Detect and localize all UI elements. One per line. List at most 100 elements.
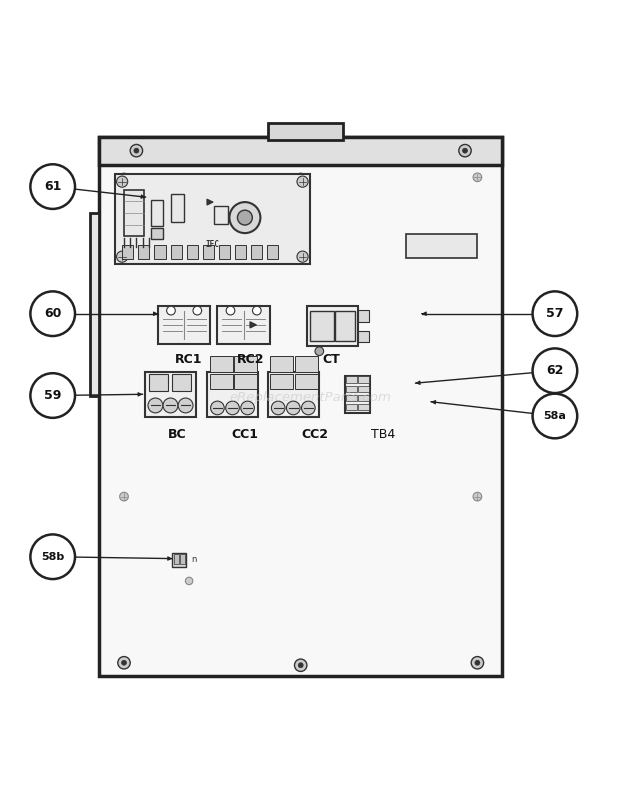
Text: 60: 60 bbox=[44, 308, 61, 320]
Circle shape bbox=[30, 534, 75, 579]
FancyBboxPatch shape bbox=[172, 374, 191, 391]
Text: CT: CT bbox=[323, 353, 340, 366]
FancyBboxPatch shape bbox=[219, 245, 230, 260]
Circle shape bbox=[475, 660, 480, 666]
FancyBboxPatch shape bbox=[268, 123, 343, 140]
Circle shape bbox=[533, 348, 577, 393]
Circle shape bbox=[241, 401, 254, 415]
Circle shape bbox=[30, 292, 75, 336]
FancyBboxPatch shape bbox=[346, 385, 356, 392]
FancyBboxPatch shape bbox=[358, 385, 369, 392]
Text: 62: 62 bbox=[546, 364, 564, 377]
Circle shape bbox=[533, 393, 577, 438]
FancyBboxPatch shape bbox=[346, 376, 356, 383]
FancyBboxPatch shape bbox=[210, 356, 232, 372]
Circle shape bbox=[463, 148, 467, 153]
FancyBboxPatch shape bbox=[99, 137, 502, 676]
Circle shape bbox=[148, 398, 163, 413]
FancyBboxPatch shape bbox=[151, 199, 163, 226]
Circle shape bbox=[30, 373, 75, 418]
Circle shape bbox=[120, 173, 128, 182]
Text: 57: 57 bbox=[546, 308, 564, 320]
Circle shape bbox=[272, 401, 285, 415]
Circle shape bbox=[185, 578, 193, 585]
FancyBboxPatch shape bbox=[214, 207, 228, 223]
FancyBboxPatch shape bbox=[335, 311, 355, 341]
FancyBboxPatch shape bbox=[210, 374, 232, 389]
FancyBboxPatch shape bbox=[124, 190, 144, 236]
FancyBboxPatch shape bbox=[90, 212, 99, 396]
FancyBboxPatch shape bbox=[406, 235, 477, 258]
FancyBboxPatch shape bbox=[149, 374, 167, 391]
Circle shape bbox=[117, 176, 128, 187]
Circle shape bbox=[473, 493, 482, 501]
FancyBboxPatch shape bbox=[310, 311, 334, 341]
Circle shape bbox=[471, 657, 484, 669]
FancyBboxPatch shape bbox=[295, 374, 318, 389]
Text: n: n bbox=[191, 555, 197, 564]
FancyBboxPatch shape bbox=[346, 405, 356, 410]
FancyBboxPatch shape bbox=[203, 245, 214, 260]
Circle shape bbox=[193, 306, 202, 315]
FancyBboxPatch shape bbox=[174, 554, 179, 564]
Circle shape bbox=[211, 401, 224, 415]
FancyBboxPatch shape bbox=[157, 306, 211, 344]
FancyBboxPatch shape bbox=[138, 245, 149, 260]
Circle shape bbox=[229, 202, 260, 233]
Circle shape bbox=[237, 210, 252, 225]
Circle shape bbox=[163, 398, 178, 413]
FancyBboxPatch shape bbox=[235, 245, 246, 260]
Circle shape bbox=[296, 173, 305, 182]
FancyBboxPatch shape bbox=[207, 372, 258, 417]
Circle shape bbox=[226, 401, 239, 415]
FancyBboxPatch shape bbox=[358, 405, 369, 410]
Circle shape bbox=[459, 144, 471, 157]
Text: TB4: TB4 bbox=[371, 429, 396, 441]
Circle shape bbox=[118, 657, 130, 669]
FancyBboxPatch shape bbox=[358, 395, 369, 401]
FancyBboxPatch shape bbox=[358, 376, 369, 383]
Circle shape bbox=[298, 662, 303, 668]
Text: CC2: CC2 bbox=[301, 429, 329, 441]
Circle shape bbox=[178, 398, 193, 413]
FancyBboxPatch shape bbox=[99, 137, 502, 165]
FancyBboxPatch shape bbox=[170, 245, 182, 260]
Circle shape bbox=[130, 144, 143, 157]
FancyBboxPatch shape bbox=[172, 553, 186, 566]
Circle shape bbox=[294, 659, 307, 671]
Circle shape bbox=[473, 173, 482, 182]
Circle shape bbox=[252, 306, 261, 315]
Circle shape bbox=[301, 401, 315, 415]
Text: IFC: IFC bbox=[205, 239, 219, 249]
FancyBboxPatch shape bbox=[151, 228, 163, 239]
FancyBboxPatch shape bbox=[251, 245, 262, 260]
FancyBboxPatch shape bbox=[358, 311, 369, 322]
FancyBboxPatch shape bbox=[358, 331, 369, 342]
Circle shape bbox=[122, 660, 126, 666]
Text: eReplacementParts.com: eReplacementParts.com bbox=[229, 391, 391, 404]
Text: 58b: 58b bbox=[41, 552, 64, 562]
Text: RC1: RC1 bbox=[175, 353, 203, 366]
FancyBboxPatch shape bbox=[115, 174, 310, 264]
Circle shape bbox=[120, 493, 128, 501]
Circle shape bbox=[226, 306, 235, 315]
Circle shape bbox=[134, 148, 139, 153]
Text: CC1: CC1 bbox=[231, 429, 259, 441]
FancyBboxPatch shape bbox=[180, 554, 185, 564]
FancyBboxPatch shape bbox=[267, 245, 278, 260]
Circle shape bbox=[117, 251, 128, 262]
Circle shape bbox=[297, 176, 308, 187]
FancyBboxPatch shape bbox=[270, 356, 293, 372]
FancyBboxPatch shape bbox=[295, 356, 318, 372]
FancyBboxPatch shape bbox=[234, 356, 257, 372]
FancyBboxPatch shape bbox=[270, 374, 293, 389]
Circle shape bbox=[30, 164, 75, 209]
FancyBboxPatch shape bbox=[170, 194, 184, 222]
FancyBboxPatch shape bbox=[154, 245, 166, 260]
FancyBboxPatch shape bbox=[268, 372, 319, 417]
FancyBboxPatch shape bbox=[234, 374, 257, 389]
Circle shape bbox=[286, 401, 300, 415]
FancyBboxPatch shape bbox=[145, 372, 196, 417]
FancyBboxPatch shape bbox=[345, 376, 370, 413]
Text: 61: 61 bbox=[44, 180, 61, 193]
